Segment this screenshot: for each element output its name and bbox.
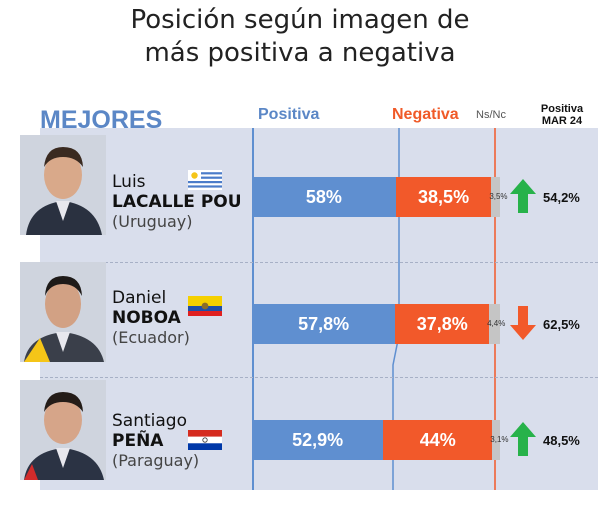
paraguay-flag bbox=[188, 430, 222, 450]
row-separator bbox=[40, 262, 598, 263]
uruguay-flag bbox=[188, 170, 222, 190]
ecuador-flag bbox=[188, 296, 222, 316]
positive-bar: 58% bbox=[252, 177, 396, 217]
arrow-down-icon bbox=[510, 306, 536, 340]
nsnc-value-label: 3,5% bbox=[489, 192, 508, 201]
row-separator bbox=[40, 377, 598, 378]
first-name: Luis bbox=[112, 172, 146, 192]
previous-positive-value: 62,5% bbox=[543, 317, 580, 332]
negative-header: Negativa bbox=[392, 106, 459, 123]
negative-value-label: 38,5% bbox=[418, 186, 470, 207]
last-name: LACALLE POU bbox=[112, 192, 242, 212]
candidate-name: Santiago PEÑA (Paraguay) bbox=[112, 411, 199, 471]
previous-positive-value: 48,5% bbox=[543, 433, 580, 448]
previous-positive-value: 54,2% bbox=[543, 190, 580, 205]
positive-value-label: 52,9% bbox=[292, 429, 344, 450]
nsnc-value-label: 4,4% bbox=[487, 319, 506, 328]
negative-value-label: 37,8% bbox=[416, 313, 468, 334]
first-name: Santiago bbox=[112, 411, 187, 431]
positive-value-label: 58% bbox=[305, 186, 342, 207]
title-line-1: Posición según imagen de bbox=[130, 5, 470, 35]
avatar-lacalle-pou bbox=[20, 135, 106, 235]
candidate-name: Luis LACALLE POU (Uruguay) bbox=[112, 172, 242, 232]
candidate-name: Daniel NOBOA (Ecuador) bbox=[112, 288, 190, 348]
nsnc-value-label: 3,1% bbox=[490, 435, 509, 444]
country: (Uruguay) bbox=[112, 212, 193, 231]
previous-positive-header: Positiva MAR 24 bbox=[530, 103, 594, 127]
positive-value-label: 57,8% bbox=[298, 313, 350, 334]
country: (Paraguay) bbox=[112, 451, 200, 470]
avatar-pena bbox=[20, 380, 106, 480]
country: (Ecuador) bbox=[112, 328, 190, 347]
negative-bar: 37,8% bbox=[395, 304, 490, 344]
previous-header-line-1: Positiva bbox=[540, 103, 584, 115]
negative-bar: 38,5% bbox=[395, 177, 492, 217]
positive-bar: 52,9% bbox=[252, 420, 384, 460]
first-name: Daniel bbox=[112, 288, 167, 308]
negative-bar: 44% bbox=[383, 420, 493, 460]
negative-value-label: 44% bbox=[419, 429, 456, 450]
arrow-up-icon bbox=[510, 422, 536, 456]
previous-header-line-2: MAR 24 bbox=[541, 115, 583, 127]
arrow-up-icon bbox=[510, 179, 536, 213]
nsnc-header: Ns/Nc bbox=[476, 109, 506, 121]
positive-bar: 57,8% bbox=[252, 304, 396, 344]
nsnc-bar bbox=[489, 304, 500, 344]
section-header: MEJORES bbox=[40, 106, 163, 134]
chart-title: Posición según imagen de más positiva a … bbox=[0, 4, 600, 70]
nsnc-bar bbox=[491, 177, 500, 217]
nsnc-bar bbox=[492, 420, 500, 460]
avatar-noboa bbox=[20, 262, 106, 362]
title-line-2: más positiva a negativa bbox=[144, 38, 456, 68]
last-name: NOBOA bbox=[112, 308, 181, 328]
positive-header: Positiva bbox=[258, 106, 320, 123]
last-name: PEÑA bbox=[112, 431, 164, 451]
